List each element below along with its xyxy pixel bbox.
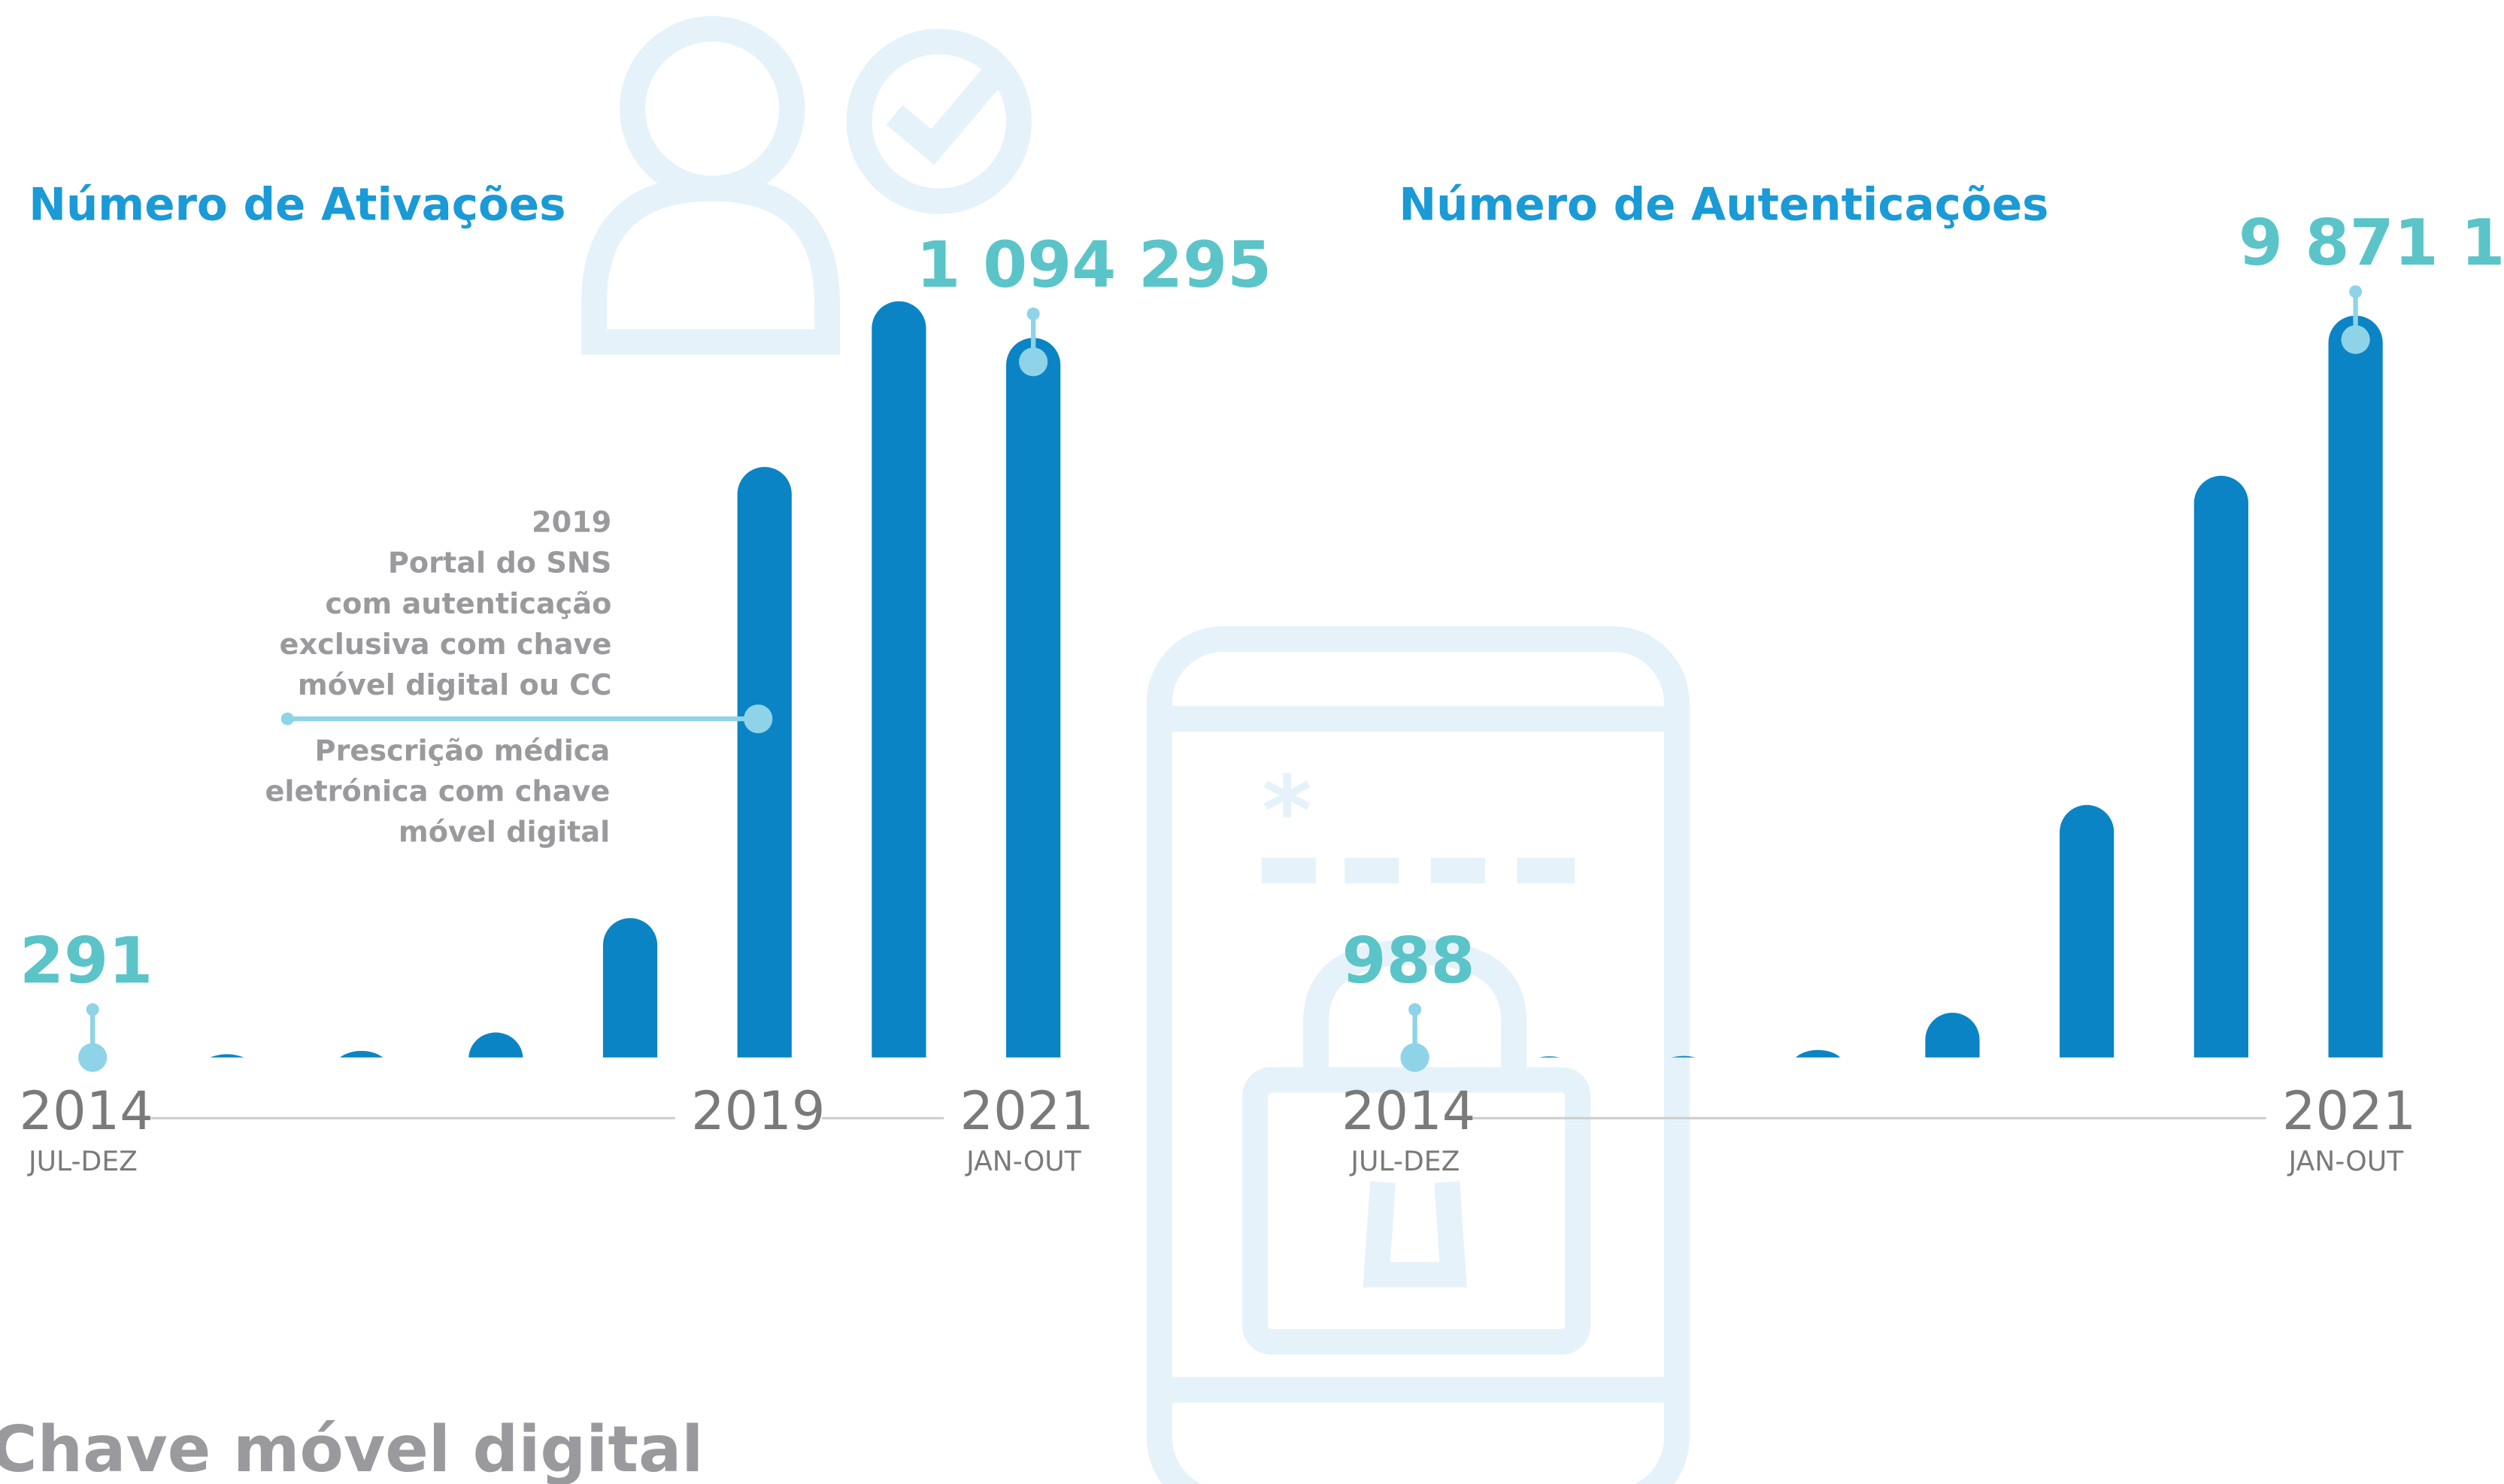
bar [468, 1032, 523, 1084]
label-dot-top [86, 1003, 99, 1016]
chart-title: Número de Autenticações [1399, 179, 2048, 231]
annotation-text: Portal do SNS [388, 547, 611, 580]
bar [1925, 1013, 1979, 1085]
label-dot [1019, 347, 1047, 376]
x-tick-sublabel: JAN-OUT [2287, 1145, 2405, 1177]
x-tick-label: 2014 [20, 1080, 153, 1142]
check-mark [894, 64, 1002, 147]
annotation-text: móvel digital ou CC [298, 669, 611, 702]
annotation-text: Prescrição médica [315, 734, 611, 768]
value-label: 9 871 187 [2239, 206, 2504, 280]
annotation-text: com autenticação [326, 588, 612, 621]
annotation-text: móvel digital [399, 816, 610, 850]
annotation-dot [744, 704, 772, 733]
bar [1006, 338, 1060, 1084]
label-dot [2341, 326, 2369, 354]
bar [738, 467, 792, 1085]
page: * Chave móvel digital Número de Ativaçõe… [0, 0, 2504, 1484]
annotation-text: eletrónica com chave [265, 775, 610, 808]
lock-keyhole [1377, 1182, 1454, 1274]
bar [2194, 476, 2248, 1085]
x-tick-label: 2014 [1341, 1080, 1475, 1142]
x-tick-sublabel: JAN-OUT [965, 1145, 1082, 1177]
bar [603, 918, 657, 1085]
value-label: 1 094 295 [916, 228, 1272, 302]
label-dot-top [1408, 1003, 1421, 1016]
bar [2328, 316, 2382, 1085]
value-label: 291 [20, 924, 153, 998]
bar [1791, 1050, 1845, 1085]
user-icon-body [594, 189, 827, 342]
bar [2060, 805, 2114, 1085]
bar [872, 301, 926, 1085]
bar [200, 1054, 254, 1084]
annotation-text: exclusiva com chave [280, 628, 612, 662]
x-tick-sublabel: JUL-DEZ [1349, 1145, 1460, 1177]
user-icon-head [632, 29, 792, 188]
x-tick-label: 2021 [959, 1080, 1093, 1142]
label-dot [78, 1043, 107, 1072]
bar [334, 1051, 388, 1085]
x-tick-label: 2021 [2282, 1080, 2416, 1142]
label-dot-top [2349, 285, 2362, 298]
x-tick-label: 2019 [691, 1080, 825, 1142]
annotation-dot [281, 713, 294, 725]
label-dot-top [1027, 307, 1040, 320]
footer-title: Chave móvel digital [0, 1413, 703, 1484]
annotation-text: 2019 [532, 506, 611, 539]
x-tick-sublabel: JUL-DEZ [27, 1145, 138, 1177]
chart-title: Número de Ativações [29, 179, 565, 231]
value-label: 988 [1341, 924, 1475, 998]
asterisk: * [1262, 756, 1312, 868]
label-dot [1401, 1043, 1429, 1072]
